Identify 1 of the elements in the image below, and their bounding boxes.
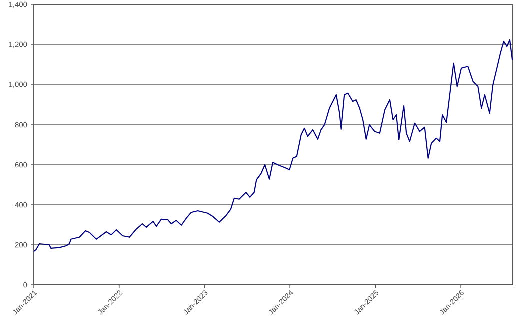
line-series xyxy=(34,39,514,252)
